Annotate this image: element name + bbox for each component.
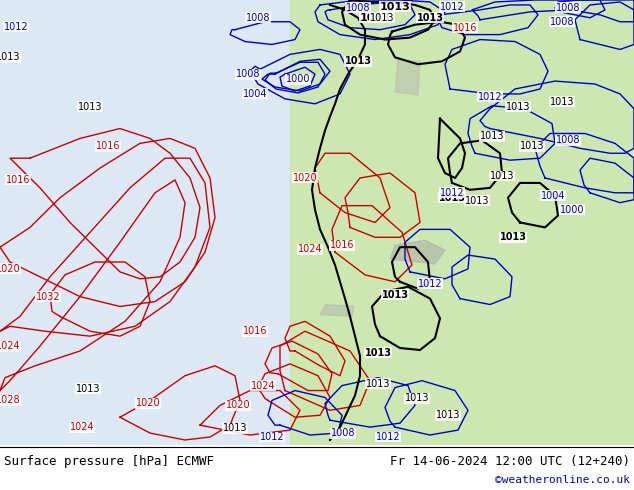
Text: 1012: 1012 bbox=[440, 2, 464, 12]
Polygon shape bbox=[390, 240, 445, 264]
Text: 1020: 1020 bbox=[136, 398, 160, 408]
Text: 1020: 1020 bbox=[0, 264, 20, 274]
Text: 1008: 1008 bbox=[246, 13, 270, 23]
Text: 1004: 1004 bbox=[541, 191, 566, 201]
Text: 1016: 1016 bbox=[453, 23, 477, 33]
Text: 1016: 1016 bbox=[243, 326, 268, 336]
Text: 1024: 1024 bbox=[70, 422, 94, 432]
Text: 1013: 1013 bbox=[223, 423, 247, 433]
Text: 1013: 1013 bbox=[0, 52, 20, 62]
Text: 1013: 1013 bbox=[465, 196, 489, 206]
Text: 1012: 1012 bbox=[477, 92, 502, 102]
Text: 1012: 1012 bbox=[418, 279, 443, 289]
Text: 1012: 1012 bbox=[260, 432, 284, 442]
Text: 1013: 1013 bbox=[75, 384, 100, 393]
Text: 1016: 1016 bbox=[6, 175, 30, 185]
Polygon shape bbox=[320, 304, 354, 317]
Text: 1013: 1013 bbox=[439, 193, 465, 203]
Text: 1013: 1013 bbox=[550, 97, 574, 107]
Text: 1008: 1008 bbox=[346, 3, 370, 13]
Text: 1013: 1013 bbox=[380, 2, 410, 12]
Text: 1013: 1013 bbox=[417, 13, 444, 23]
Text: 1020: 1020 bbox=[226, 400, 250, 410]
Text: 1013: 1013 bbox=[344, 56, 372, 66]
Text: ©weatheronline.co.uk: ©weatheronline.co.uk bbox=[495, 475, 630, 485]
Text: 1013: 1013 bbox=[506, 102, 530, 112]
Text: 1008: 1008 bbox=[331, 428, 355, 438]
Text: 1012: 1012 bbox=[4, 22, 29, 32]
Text: 1013: 1013 bbox=[382, 290, 408, 300]
Text: 1020: 1020 bbox=[293, 173, 317, 183]
Text: 1008: 1008 bbox=[556, 135, 580, 146]
Text: 1024: 1024 bbox=[298, 244, 322, 254]
Text: 1008: 1008 bbox=[550, 17, 574, 27]
Polygon shape bbox=[395, 59, 420, 95]
Polygon shape bbox=[290, 0, 634, 445]
Text: 1013: 1013 bbox=[436, 410, 460, 420]
Text: 1012: 1012 bbox=[440, 188, 464, 198]
Text: 1016: 1016 bbox=[96, 141, 120, 151]
Text: 1000: 1000 bbox=[286, 74, 310, 84]
Text: 1012: 1012 bbox=[376, 432, 400, 442]
Text: 1013: 1013 bbox=[370, 13, 394, 23]
Text: 1013: 1013 bbox=[78, 102, 102, 112]
Text: 1016: 1016 bbox=[330, 240, 354, 250]
Text: 1024: 1024 bbox=[250, 381, 275, 391]
Text: Surface pressure [hPa] ECMWF: Surface pressure [hPa] ECMWF bbox=[4, 455, 214, 468]
Text: 1013: 1013 bbox=[500, 232, 526, 242]
Text: 1013: 1013 bbox=[480, 131, 504, 142]
Text: 1013: 1013 bbox=[520, 141, 544, 151]
Text: 1008: 1008 bbox=[236, 69, 260, 79]
Text: 1000: 1000 bbox=[560, 205, 585, 215]
Text: 1013: 1013 bbox=[365, 348, 392, 358]
Polygon shape bbox=[0, 0, 320, 445]
Text: 1013: 1013 bbox=[489, 171, 514, 181]
Text: 1013: 1013 bbox=[359, 13, 391, 23]
Text: 1024: 1024 bbox=[0, 341, 20, 351]
Text: 1008: 1008 bbox=[556, 3, 580, 13]
Text: 1032: 1032 bbox=[36, 292, 60, 302]
Text: 1013: 1013 bbox=[366, 379, 391, 389]
Text: 1028: 1028 bbox=[0, 395, 20, 405]
Text: 1004: 1004 bbox=[243, 89, 268, 99]
Text: 1013: 1013 bbox=[404, 393, 429, 403]
Text: Fr 14-06-2024 12:00 UTC (12+240): Fr 14-06-2024 12:00 UTC (12+240) bbox=[390, 455, 630, 468]
